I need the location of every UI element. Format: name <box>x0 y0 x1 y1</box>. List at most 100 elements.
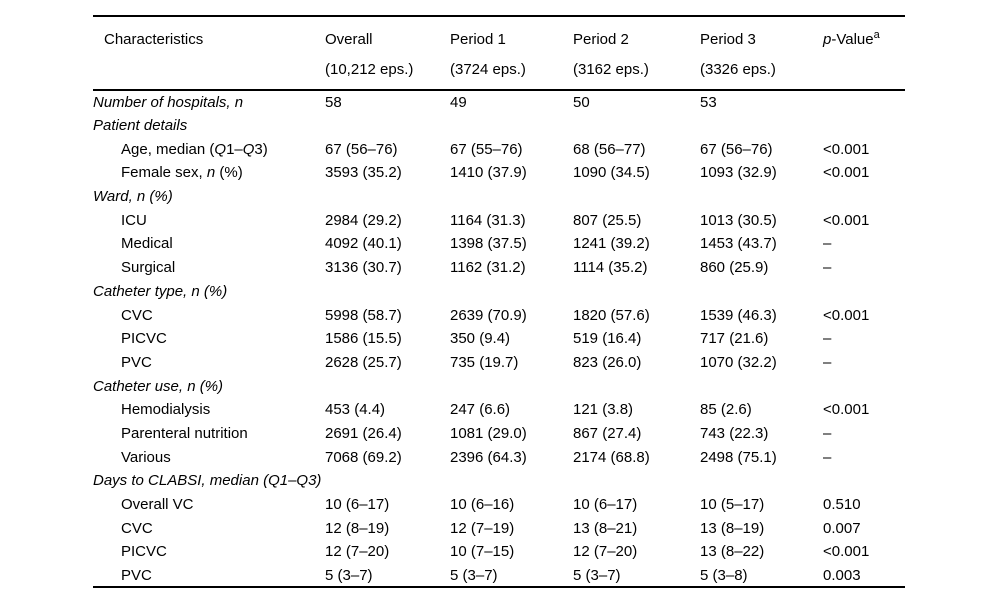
cell-value: 5 (3–7) <box>573 566 621 584</box>
cell-value: 2639 (70.9) <box>450 306 527 324</box>
cell-value <box>325 280 450 304</box>
cell-pvalue: – <box>823 235 832 253</box>
cell-value: 4092 (40.1) <box>325 235 402 253</box>
cell-value: 12 (7–19) <box>450 519 515 537</box>
table-row: PVC 5 (3–7) 5 (3–7) 5 (3–7) 5 (3–8) 0.003 <box>93 564 905 588</box>
cell-value <box>450 114 573 138</box>
cell-value: 807 (25.5) <box>573 211 642 229</box>
cell-value: 1539 (46.3) <box>700 306 777 324</box>
row-label-segment: Age, median ( <box>121 140 215 158</box>
row-label: Ward, n (%) <box>93 185 325 209</box>
header-pvalue: p-Valuea <box>823 16 905 90</box>
cell-value: 1090 (34.5) <box>573 164 650 182</box>
cell-value: 67 (56–76) <box>325 140 398 158</box>
table-row: Parenteral nutrition 2691 (26.4) 1081 (29.… <box>93 422 905 446</box>
header-period2: Period 2 (3162 eps.) <box>573 16 700 90</box>
cell-pvalue <box>823 469 905 493</box>
row-label: Medical <box>93 232 325 256</box>
row-label: Catheter type, n (%) <box>93 280 325 304</box>
cell-value: 2691 (26.4) <box>325 424 402 442</box>
cell-value: 5 (3–7) <box>325 566 373 584</box>
row-label-segment: Number of hospitals, n <box>93 93 244 111</box>
cell-pvalue: <0.001 <box>823 543 870 561</box>
cell-value: 3136 (30.7) <box>325 259 402 277</box>
row-label-segment: Patient details <box>93 117 188 135</box>
row-label-segment: CVC <box>121 519 153 537</box>
cell-pvalue: – <box>823 424 832 442</box>
header-period3-subtitle: (3326 eps.) <box>700 61 776 78</box>
row-label: Overall VC <box>93 493 325 517</box>
cell-value: 10 (7–15) <box>450 543 515 561</box>
cell-pvalue <box>823 90 905 114</box>
table-row: Age, median (Q1–Q3) 67 (56–76) 67 (55–76) 6… <box>93 137 905 161</box>
header-overall-title: Overall <box>325 31 373 48</box>
row-label: PICVC <box>93 540 325 564</box>
cell-value: 49 <box>450 93 467 111</box>
row-label-segment: Catheter use, n (%) <box>93 377 224 395</box>
cell-pvalue: <0.001 <box>823 306 870 324</box>
header-period1-title: Period 1 <box>450 31 506 48</box>
cell-value: 860 (25.9) <box>700 259 769 277</box>
cell-value: 2396 (64.3) <box>450 448 527 466</box>
cell-value <box>325 114 450 138</box>
cell-value <box>700 374 823 398</box>
cell-value: 53 <box>700 93 717 111</box>
header-row: Characteristics Overall (10,212 eps.) Pe… <box>93 16 905 90</box>
cell-pvalue <box>823 280 905 304</box>
row-label: CVC <box>93 516 325 540</box>
cell-value: 5998 (58.7) <box>325 306 402 324</box>
cell-value: 1410 (37.9) <box>450 164 527 182</box>
cell-value: 1241 (39.2) <box>573 235 650 253</box>
cell-pvalue: <0.001 <box>823 211 870 229</box>
table-row: Ward, n (%) <box>93 185 905 209</box>
row-label: Catheter use, n (%) <box>93 374 325 398</box>
row-label-segment: (%) <box>215 164 243 182</box>
cell-pvalue: – <box>823 448 832 466</box>
row-label-segment: Parenteral nutrition <box>121 424 248 442</box>
cell-value: 1114 (35.2) <box>573 259 648 277</box>
cell-value: 67 (55–76) <box>450 140 523 158</box>
row-label: CVC <box>93 303 325 327</box>
cell-value: 68 (56–77) <box>573 140 646 158</box>
table-row: PVC 2628 (25.7) 735 (19.7) 823 (26.0) 1070 (… <box>93 351 905 375</box>
row-label: Hemodialysis <box>93 398 325 422</box>
row-label: Age, median (Q1–Q3) <box>93 137 325 161</box>
row-label: Days to CLABSI, median (Q1–Q3) <box>93 469 325 493</box>
cell-value: 12 (7–20) <box>325 543 390 561</box>
table-row: Patient details <box>93 114 905 138</box>
cell-value: 13 (8–21) <box>573 519 638 537</box>
cell-value: 5 (3–8) <box>700 566 748 584</box>
table-row: Hemodialysis 453 (4.4) 247 (6.6) 121 (3.8) 8… <box>93 398 905 422</box>
cell-value: 67 (56–76) <box>700 140 773 158</box>
table-row: Surgical 3136 (30.7) 1162 (31.2) 1114 (35.2… <box>93 256 905 280</box>
characteristics-table-container: Characteristics Overall (10,212 eps.) Pe… <box>93 15 905 588</box>
header-overall: Overall (10,212 eps.) <box>325 16 450 90</box>
table-row: Catheter use, n (%) <box>93 374 905 398</box>
table-row: Days to CLABSI, median (Q1–Q3) <box>93 469 905 493</box>
table-row: CVC 5998 (58.7) 2639 (70.9) 1820 (57.6) 1539… <box>93 303 905 327</box>
row-label-segment: Days to CLABSI, median (Q1–Q3) <box>93 472 322 490</box>
cell-value: 3593 (35.2) <box>325 164 402 182</box>
cell-pvalue: 0.003 <box>823 566 861 584</box>
header-period3: Period 3 (3326 eps.) <box>700 16 823 90</box>
cell-value <box>325 469 450 493</box>
row-label: PVC <box>93 564 325 588</box>
row-label-segment: PVC <box>121 353 152 371</box>
row-label: Various <box>93 445 325 469</box>
cell-value: 10 (6–16) <box>450 496 515 514</box>
table-row: Number of hospitals, n 58 49 50 53 <box>93 90 905 114</box>
pvalue-rest: -Value <box>831 31 874 48</box>
cell-value: 12 (7–20) <box>573 543 638 561</box>
cell-pvalue <box>823 374 905 398</box>
row-label: Parenteral nutrition <box>93 422 325 446</box>
cell-value: 58 <box>325 93 342 111</box>
cell-pvalue: – <box>823 353 832 371</box>
table-row: Medical 4092 (40.1) 1398 (37.5) 1241 (39.2)… <box>93 232 905 256</box>
cell-value <box>700 185 823 209</box>
header-period2-subtitle: (3162 eps.) <box>573 61 649 78</box>
cell-value: 85 (2.6) <box>700 401 752 419</box>
cell-value: 823 (26.0) <box>573 353 642 371</box>
cell-value: 1070 (32.2) <box>700 353 777 371</box>
cell-value: 350 (9.4) <box>450 330 511 348</box>
cell-value: 1162 (31.2) <box>450 259 526 277</box>
